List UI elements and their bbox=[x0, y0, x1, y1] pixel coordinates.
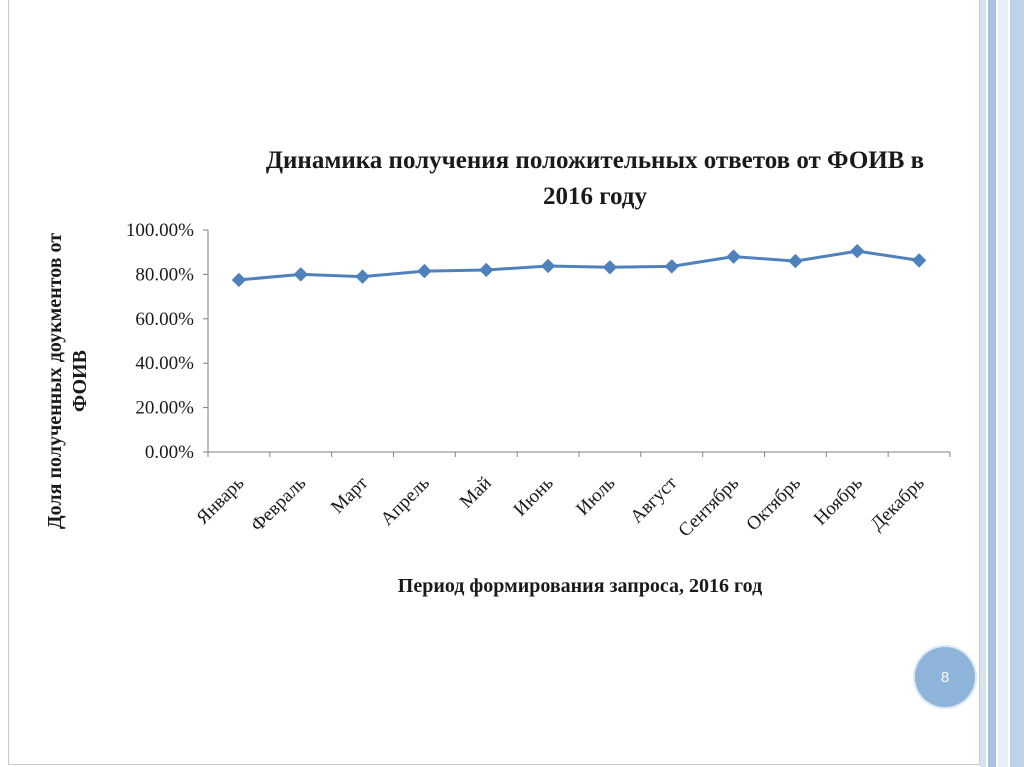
chart-title-line-1: Динамика получения положительных ответов… bbox=[266, 147, 924, 174]
axes bbox=[207, 230, 950, 453]
page-number: 8 bbox=[940, 668, 950, 686]
stripe bbox=[1010, 0, 1024, 767]
y-axis-title-line-1: Доля полученных доукментов от bbox=[44, 233, 66, 529]
x-tick-label: Ноябрь bbox=[810, 472, 867, 529]
data-point bbox=[602, 260, 618, 275]
x-tick-label: Март bbox=[327, 472, 373, 518]
data-point bbox=[479, 262, 494, 278]
slide-frame bbox=[8, 0, 980, 765]
stripe bbox=[998, 0, 1008, 767]
x-tick-label: Май bbox=[456, 473, 496, 513]
data-point bbox=[231, 272, 247, 288]
y-axis-title-line-2: ФОИВ bbox=[69, 350, 91, 412]
data-point bbox=[664, 259, 679, 274]
y-tick-label: 0.00% bbox=[145, 442, 194, 463]
x-tick-label: Июнь bbox=[510, 472, 558, 520]
stripe bbox=[988, 0, 996, 767]
x-tick-label: Апрель bbox=[377, 472, 434, 529]
data-point bbox=[788, 253, 803, 269]
y-tick-label: 60.00% bbox=[135, 309, 194, 330]
page-number-badge: 8 bbox=[915, 647, 975, 707]
chart-title-line-2: 2016 году bbox=[543, 183, 647, 210]
data-point bbox=[726, 249, 741, 264]
x-tick-label: Июль bbox=[572, 472, 619, 519]
data-point bbox=[293, 267, 308, 282]
x-tick-label: Декабрь bbox=[867, 472, 929, 534]
data-point bbox=[540, 258, 556, 274]
x-tick-label: Октябрь bbox=[742, 472, 805, 535]
data-point bbox=[355, 269, 370, 284]
stripe bbox=[980, 0, 986, 767]
y-ticks: 100.00% 80.00% 60.00% 40.00% 20.00% 0.00% bbox=[126, 220, 208, 463]
data-point bbox=[850, 243, 865, 259]
y-tick-label: 40.00% bbox=[135, 353, 194, 374]
x-tick-label: Август bbox=[626, 472, 681, 527]
decorative-stripes bbox=[980, 0, 1024, 767]
data-point bbox=[417, 263, 432, 279]
series-group bbox=[231, 243, 927, 288]
data-point bbox=[911, 253, 927, 268]
x-axis-title: Период формирования запроса, 2016 год bbox=[398, 575, 762, 597]
y-tick-label: 100.00% bbox=[126, 220, 194, 241]
x-tick-label: Январь bbox=[192, 472, 248, 528]
x-tick-label: Февраль bbox=[247, 472, 311, 536]
y-tick-label: 20.00% bbox=[135, 398, 194, 419]
x-tick-label: Сентябрь bbox=[674, 472, 743, 541]
y-tick-label: 80.00% bbox=[135, 264, 194, 285]
series-line bbox=[238, 249, 920, 282]
